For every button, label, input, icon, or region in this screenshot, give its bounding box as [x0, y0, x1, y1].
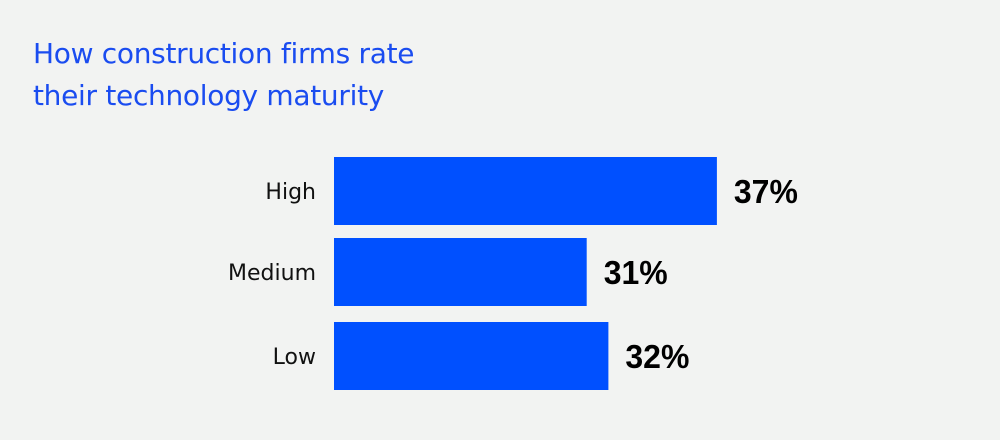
chart-title-line-2: their technology maturity: [33, 79, 385, 112]
category-label-medium: Medium: [228, 261, 316, 286]
value-label-low: 32%: [625, 338, 689, 375]
category-label-low: Low: [273, 345, 316, 370]
bar-medium: [334, 238, 587, 306]
chart-title: How construction firms rate their techno…: [33, 33, 415, 117]
value-label-medium: 31%: [604, 254, 668, 291]
category-label-high: High: [265, 180, 316, 205]
bar-low: [334, 322, 609, 390]
chart-title-line-1: How construction firms rate: [33, 37, 415, 70]
bar-high: [334, 157, 717, 225]
value-label-high: 37%: [734, 173, 798, 210]
